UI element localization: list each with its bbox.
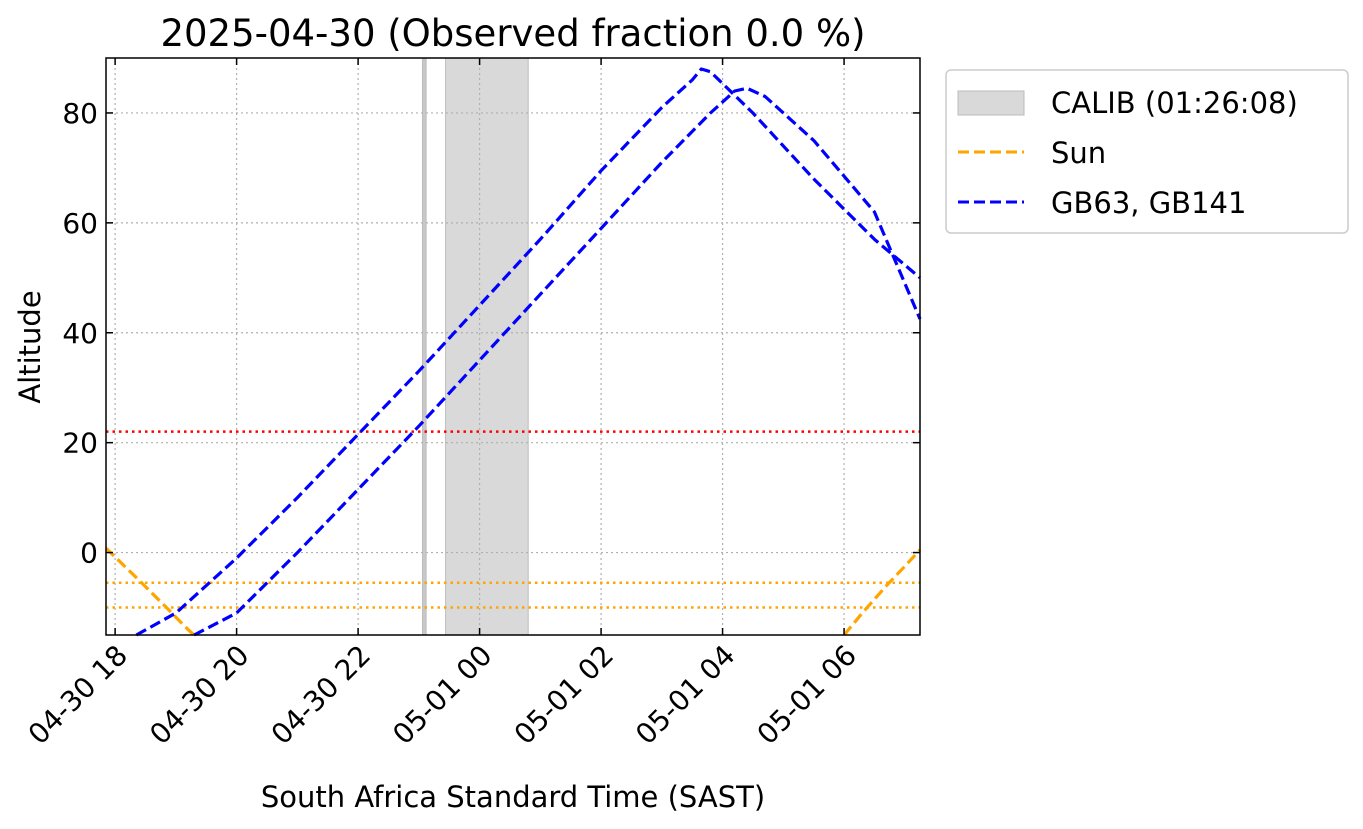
legend: CALIB (01:26:08) Sun GB63, GB141 <box>945 69 1349 234</box>
series-line-gb63-0 <box>135 67 922 637</box>
legend-swatch-calib <box>957 90 1025 116</box>
calib-span-1 <box>445 57 529 636</box>
y-tick-label-2: 40 <box>62 317 98 350</box>
span-layer <box>421 57 529 636</box>
x-tick-label-1: 04-30 20 <box>143 639 255 751</box>
y-tick-label-3: 60 <box>62 207 98 240</box>
series-line-gb141-0 <box>193 86 922 637</box>
legend-frame <box>945 69 1349 234</box>
x-tick-label-5: 05-01 04 <box>629 639 741 751</box>
series-layer <box>104 67 922 637</box>
x-tick-label-0: 04-30 18 <box>22 639 134 751</box>
plot-frame <box>105 57 921 636</box>
legend-label-targets: GB63, GB141 <box>1051 186 1246 220</box>
y-tick-label-4: 80 <box>62 97 98 130</box>
calib-span-0 <box>421 57 427 636</box>
x-axis-label: South Africa Standard Time (SAST) <box>261 780 765 814</box>
y-axis-label: Altitude <box>13 290 47 403</box>
y-tick-label-0: 0 <box>80 537 98 570</box>
legend-label-sun: Sun <box>1051 136 1106 170</box>
y-tick-label-1: 20 <box>62 427 98 460</box>
x-tick-label-6: 05-01 06 <box>751 639 863 751</box>
grid-layer <box>106 58 920 635</box>
chart-title: 2025-04-30 (Observed fraction 0.0 %) <box>160 12 865 55</box>
series-line-sun-1 <box>842 548 922 637</box>
legend-label-calib: CALIB (01:26:08) <box>1051 86 1298 120</box>
reference-lines-layer <box>106 430 920 609</box>
x-tick-label-4: 05-01 02 <box>508 639 620 751</box>
series-line-sun-0 <box>104 547 196 637</box>
x-tick-label-3: 05-01 00 <box>386 639 498 751</box>
x-tick-label-2: 04-30 22 <box>265 639 377 751</box>
